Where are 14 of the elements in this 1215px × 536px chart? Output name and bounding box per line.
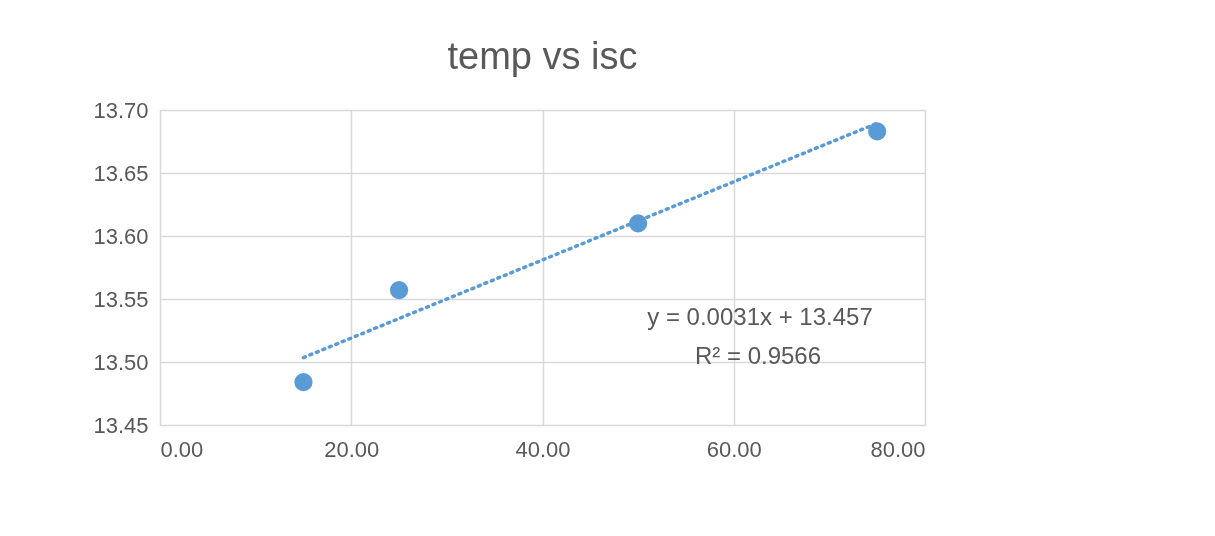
x-tick-label: 60.00 <box>706 436 762 462</box>
y-tick-label: 13.45 <box>93 412 149 438</box>
x-tick-label: 40.00 <box>515 436 571 462</box>
annotation: R² = 0.9566 <box>694 342 822 369</box>
y-tick-label: 13.60 <box>93 223 149 249</box>
y-tick-label: 13.65 <box>93 160 149 186</box>
x-tick-label: 20.00 <box>324 436 380 462</box>
x-tick-label: 0.00 <box>160 436 204 462</box>
x-tick-label: 80.00 <box>870 436 926 462</box>
y-tick-label: 13.55 <box>93 286 149 312</box>
annotation: y = 0.0031x + 13.457 <box>647 303 873 330</box>
y-tick-label: 13.50 <box>93 349 149 375</box>
chart-title: temp vs isc <box>447 35 638 77</box>
y-tick-label: 13.70 <box>93 97 149 123</box>
